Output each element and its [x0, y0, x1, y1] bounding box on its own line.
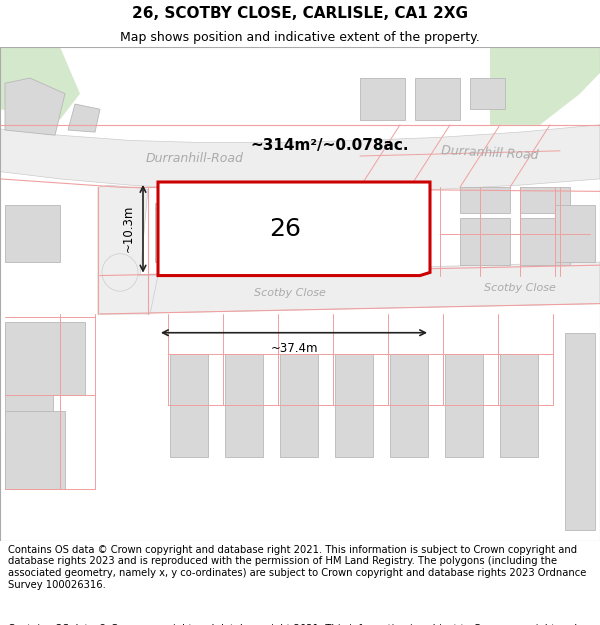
Bar — [5, 322, 85, 395]
Bar — [360, 78, 405, 119]
Polygon shape — [68, 104, 100, 132]
Text: Scotby Close: Scotby Close — [484, 283, 556, 293]
Bar — [225, 354, 263, 458]
Bar — [520, 188, 570, 213]
Polygon shape — [158, 182, 430, 276]
Text: ~37.4m: ~37.4m — [270, 342, 318, 355]
Bar — [470, 78, 505, 109]
Bar — [170, 354, 208, 458]
Bar — [555, 205, 595, 262]
Polygon shape — [102, 254, 138, 291]
Bar — [460, 188, 510, 213]
Text: 26: 26 — [269, 217, 301, 241]
Polygon shape — [5, 78, 65, 135]
Bar — [460, 218, 510, 265]
Text: Durranhill-Road: Durranhill-Road — [146, 152, 244, 164]
Polygon shape — [490, 47, 600, 125]
Bar — [445, 354, 483, 458]
Polygon shape — [100, 262, 600, 314]
Bar — [280, 354, 318, 458]
Polygon shape — [98, 185, 148, 276]
Text: Contains OS data © Crown copyright and database right 2021. This information is : Contains OS data © Crown copyright and d… — [8, 545, 586, 589]
Bar — [155, 208, 220, 262]
Text: ~10.3m: ~10.3m — [121, 205, 134, 252]
Bar — [500, 354, 538, 458]
Bar — [5, 411, 65, 489]
Text: Durranhill Road: Durranhill Road — [441, 144, 539, 162]
Bar — [170, 202, 250, 260]
Bar — [5, 205, 60, 262]
Polygon shape — [0, 125, 600, 191]
Text: Contains OS data © Crown copyright and database right 2021. This information is : Contains OS data © Crown copyright and d… — [8, 624, 586, 625]
Bar — [390, 354, 428, 458]
Bar — [335, 354, 373, 458]
Bar — [415, 78, 460, 119]
Bar — [155, 202, 225, 260]
Text: Map shows position and indicative extent of the property.: Map shows position and indicative extent… — [120, 31, 480, 44]
Bar — [5, 328, 53, 416]
Bar — [5, 431, 47, 489]
Text: 26, SCOTBY CLOSE, CARLISLE, CA1 2XG: 26, SCOTBY CLOSE, CARLISLE, CA1 2XG — [132, 6, 468, 21]
Text: Scotby Close: Scotby Close — [254, 288, 326, 298]
Bar — [565, 332, 595, 530]
Text: ~314m²/~0.078ac.: ~314m²/~0.078ac. — [251, 138, 409, 153]
Bar — [520, 218, 570, 265]
Polygon shape — [0, 47, 80, 119]
Polygon shape — [98, 276, 158, 314]
